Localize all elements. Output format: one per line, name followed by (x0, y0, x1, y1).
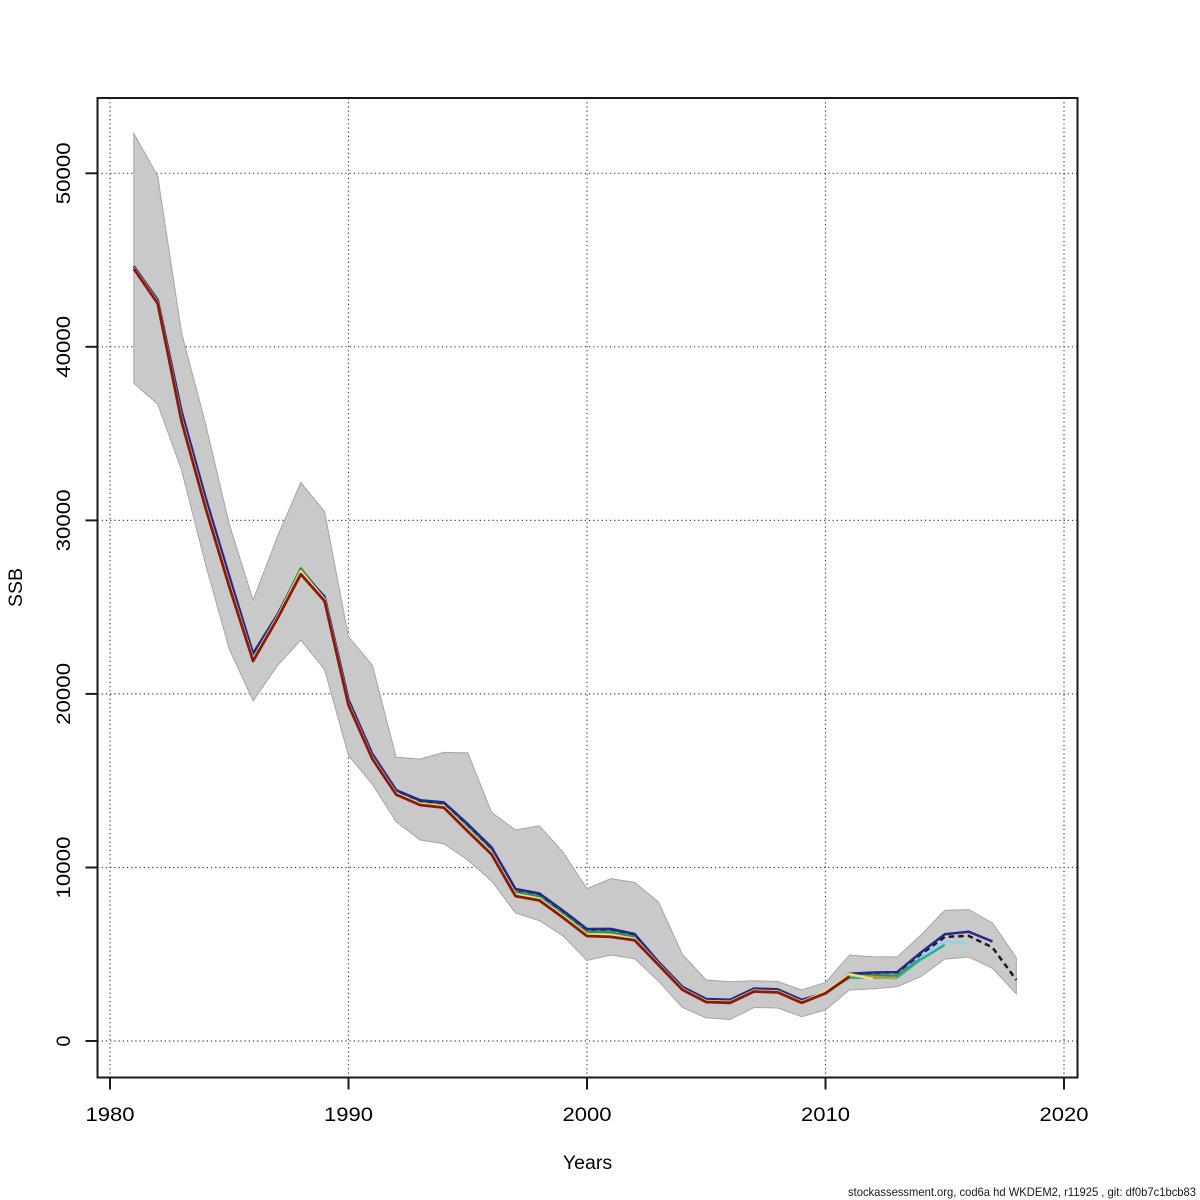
svg-text:SSB: SSB (5, 568, 27, 607)
svg-text:2020: 2020 (1040, 1104, 1089, 1126)
svg-text:20000: 20000 (53, 663, 75, 725)
svg-text:1990: 1990 (324, 1104, 373, 1126)
svg-text:40000: 40000 (53, 316, 75, 378)
svg-text:Years: Years (563, 1152, 612, 1174)
svg-text:stockassessment.org, cod6a hd: stockassessment.org, cod6a hd WKDEM2, r1… (848, 1185, 1196, 1199)
svg-text:1980: 1980 (86, 1104, 135, 1126)
svg-text:2010: 2010 (801, 1104, 850, 1126)
svg-text:10000: 10000 (53, 836, 75, 898)
svg-text:2000: 2000 (563, 1104, 612, 1126)
svg-text:50000: 50000 (53, 142, 75, 204)
svg-text:30000: 30000 (53, 489, 75, 551)
svg-text:0: 0 (53, 1035, 75, 1046)
